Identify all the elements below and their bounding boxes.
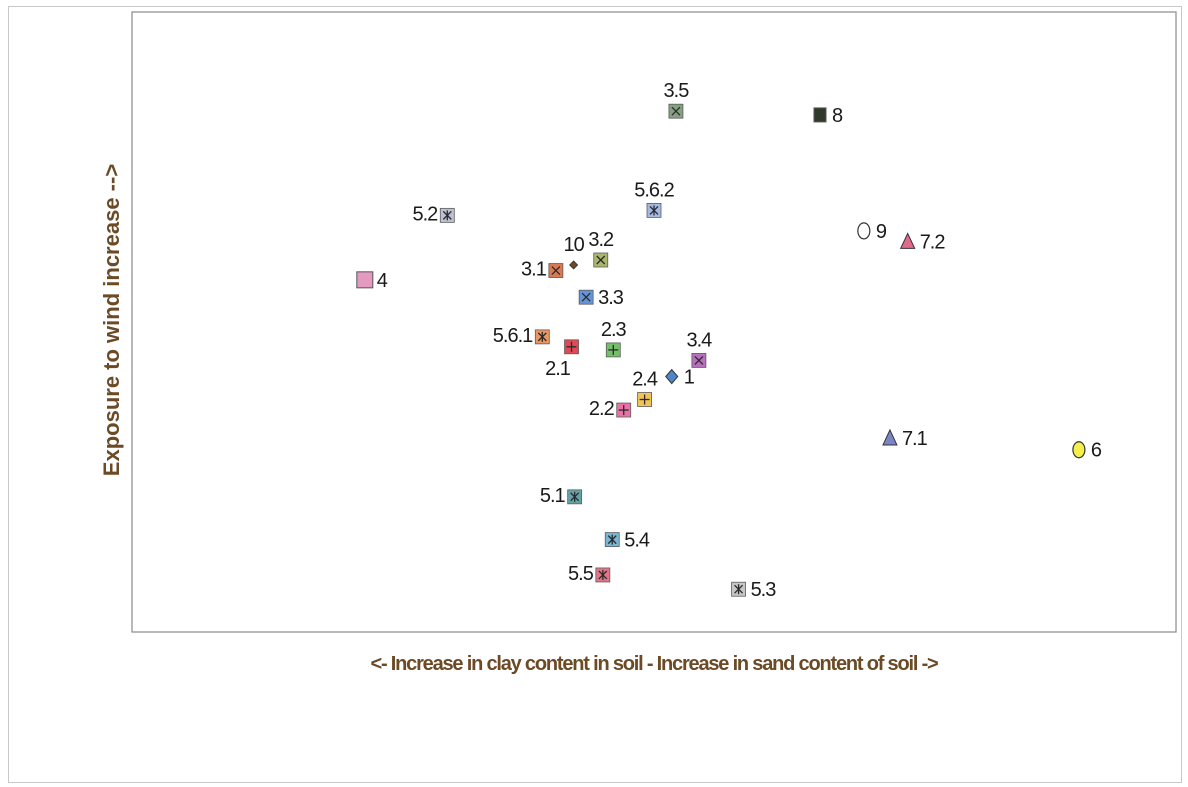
data-point-9: 9 <box>857 221 888 243</box>
data-point-3-2: 3.2 <box>588 229 615 268</box>
point-label-7-1: 7.1 <box>902 428 928 450</box>
data-point-10: 10 <box>563 234 586 270</box>
point-label-6: 6 <box>1091 440 1102 462</box>
point-label-5-6-2: 5.6.2 <box>634 179 674 201</box>
point-label-9: 9 <box>876 221 887 243</box>
point-label-3-5: 3.5 <box>664 80 690 102</box>
data-point-5-2: 5.2 <box>412 203 455 225</box>
plot-area <box>131 11 1177 633</box>
data-point-5-4: 5.4 <box>604 530 651 552</box>
point-label-1: 1 <box>684 367 695 389</box>
marks-layer: 1 2.1 2.2 2.3 2.4 3.1 3.2 3.3 3.4 3.5 4 5.1 5.2 5.3 5.… <box>356 80 1103 601</box>
data-point-5-3: 5.3 <box>731 579 777 601</box>
data-point-6: 6 <box>1072 440 1103 462</box>
data-point-5-6-2: 5.6.2 <box>634 179 676 218</box>
data-point-2-1: 2.1 <box>545 339 579 380</box>
marker-7-2 <box>899 232 916 249</box>
point-label-5-2: 5.2 <box>412 203 438 225</box>
point-label-8: 8 <box>832 105 843 127</box>
marker-4 <box>356 271 374 289</box>
marker-7-1 <box>882 428 898 446</box>
marker-1 <box>665 368 679 385</box>
point-label-2-3: 2.3 <box>601 319 627 341</box>
x-axis-title: <- Increase in clay content in soil - In… <box>370 653 938 675</box>
data-point-3-4: 3.4 <box>686 329 713 368</box>
point-label-3-3: 3.3 <box>598 287 624 309</box>
point-label-10: 10 <box>563 234 584 256</box>
point-label-4: 4 <box>377 270 388 292</box>
y-axis-title: Exposure to wind increase --> <box>99 164 124 476</box>
data-point-5-5: 5.5 <box>568 563 611 585</box>
data-point-3-1: 3.1 <box>521 259 564 281</box>
point-label-3-2: 3.2 <box>588 229 614 251</box>
data-point-1: 1 <box>665 367 696 389</box>
data-point-3-5: 3.5 <box>664 80 690 119</box>
marker-8 <box>813 107 827 123</box>
data-point-5-6-1: 5.6.1 <box>493 325 550 347</box>
point-label-5-6-1: 5.6.1 <box>493 325 533 347</box>
marker-6 <box>1072 441 1086 459</box>
data-point-3-3: 3.3 <box>578 287 625 309</box>
data-point-4: 4 <box>356 270 389 292</box>
data-point-2-3: 2.3 <box>601 319 628 358</box>
data-point-7-2: 7.2 <box>899 231 946 253</box>
point-label-5-1: 5.1 <box>540 485 566 507</box>
point-label-3-1: 3.1 <box>521 259 547 281</box>
marker-10 <box>569 260 579 270</box>
data-point-8: 8 <box>813 105 844 127</box>
point-label-2-1: 2.1 <box>545 358 571 380</box>
point-label-5-3: 5.3 <box>751 579 777 601</box>
data-point-2-4: 2.4 <box>632 369 659 407</box>
point-label-2-4: 2.4 <box>632 369 658 391</box>
point-label-5-4: 5.4 <box>624 530 650 552</box>
point-label-5-5: 5.5 <box>568 563 594 585</box>
marker-9 <box>857 222 871 240</box>
data-point-5-1: 5.1 <box>540 485 583 507</box>
point-label-7-2: 7.2 <box>920 231 946 253</box>
data-point-7-1: 7.1 <box>882 428 929 450</box>
data-point-2-2: 2.2 <box>589 398 632 420</box>
point-label-3-4: 3.4 <box>686 329 712 351</box>
point-label-2-2: 2.2 <box>589 398 615 420</box>
